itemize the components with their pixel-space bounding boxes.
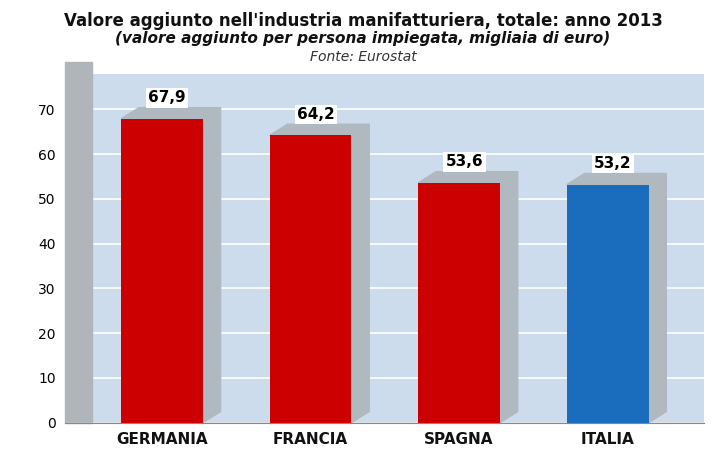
Text: Fonte: Eurostat: Fonte: Eurostat [309,50,417,64]
Bar [269,135,351,423]
Text: 53,6: 53,6 [446,154,484,170]
Bar [567,185,648,423]
Polygon shape [500,171,518,423]
Polygon shape [121,108,221,119]
Text: Valore aggiunto nell'industria manifatturiera, totale: anno 2013: Valore aggiunto nell'industria manifattu… [64,12,662,30]
Text: (valore aggiunto per persona impiegata, migliaia di euro): (valore aggiunto per persona impiegata, … [115,31,611,46]
Polygon shape [269,124,370,135]
Text: 53,2: 53,2 [594,156,632,171]
Polygon shape [567,173,666,185]
Bar [418,183,500,423]
Polygon shape [203,108,221,423]
Bar [121,119,203,423]
Text: 64,2: 64,2 [297,107,335,122]
Polygon shape [418,171,518,183]
Text: 67,9: 67,9 [148,90,186,105]
Polygon shape [648,173,666,423]
Polygon shape [351,124,370,423]
Polygon shape [65,62,92,423]
